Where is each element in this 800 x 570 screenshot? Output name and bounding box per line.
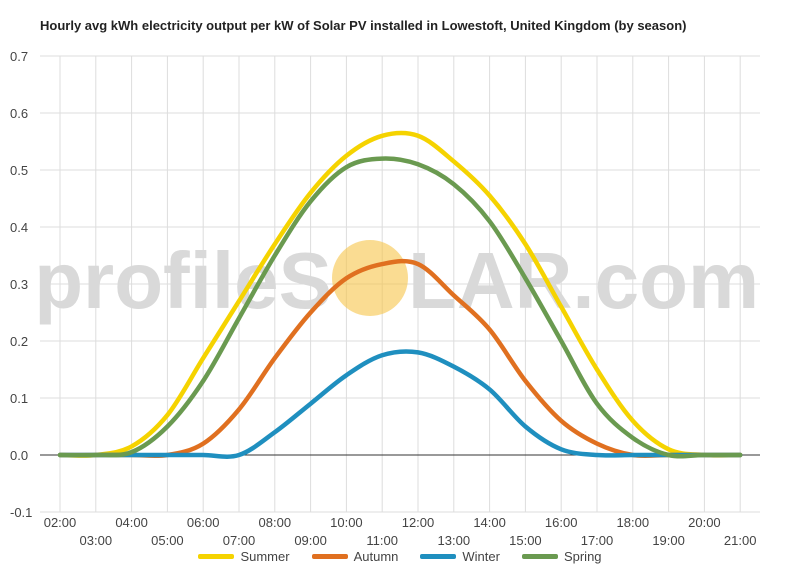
legend-item-autumn[interactable]: Autumn: [311, 549, 399, 564]
x-tick-label: 03:00: [80, 533, 113, 548]
y-tick-label: 0.3: [10, 277, 28, 292]
watermark: profileS LAR.com: [34, 236, 759, 325]
series-line-spring: [57, 156, 743, 459]
x-tick-label: 04:00: [115, 515, 148, 530]
legend-swatch: [311, 554, 348, 559]
watermark-sun-icon: [332, 240, 408, 316]
y-tick-label: 0.2: [10, 334, 28, 349]
legend-label: Winter: [462, 549, 500, 564]
watermark-text-left: profileS: [34, 236, 332, 325]
legend-swatch: [420, 554, 457, 559]
y-tick-label: -0.1: [10, 505, 32, 520]
x-tick-label: 14:00: [473, 515, 506, 530]
x-tick-label: 17:00: [581, 533, 614, 548]
legend-label: Autumn: [353, 549, 399, 564]
watermark-text-right: LAR.com: [408, 236, 759, 325]
x-tick-label: 05:00: [151, 533, 184, 548]
x-tick-label: 21:00: [724, 533, 757, 548]
series-line-winter: [57, 349, 743, 459]
legend: Summer Autumn Winter Spring: [0, 549, 800, 564]
y-tick-label: 0.1: [10, 391, 28, 406]
chart-title: Hourly avg kWh electricity output per kW…: [40, 18, 687, 33]
x-tick-label: 20:00: [688, 515, 721, 530]
legend-item-winter[interactable]: Winter: [420, 549, 500, 564]
x-tick-label: 19:00: [652, 533, 685, 548]
series-lines: [57, 130, 743, 459]
x-tick-label: 12:00: [402, 515, 435, 530]
x-tick-label: 16:00: [545, 515, 578, 530]
x-tick-label: 11:00: [366, 533, 398, 548]
y-tick-label: 0.0: [10, 448, 28, 463]
series-line-summer: [57, 130, 743, 458]
y-tick-label: 0.4: [10, 220, 28, 235]
x-tick-label: 10:00: [330, 515, 363, 530]
legend-item-summer[interactable]: Summer: [198, 549, 290, 564]
x-tick-label: 18:00: [617, 515, 650, 530]
axes: -0.1 0.0 0.1 0.2 0.3 0.4 0.5 0.6 0.7 02:0003:0004…: [10, 49, 760, 548]
x-tick-label: 15:00: [509, 533, 542, 548]
x-tick-label: 06:00: [187, 515, 220, 530]
x-tick-label: 09:00: [294, 533, 327, 548]
y-tick-label: 0.7: [10, 49, 28, 64]
x-tick-label: 13:00: [438, 533, 471, 548]
legend-swatch: [521, 554, 558, 559]
x-tick-label: 08:00: [259, 515, 292, 530]
x-tick-label: 07:00: [223, 533, 256, 548]
y-tick-label: 0.6: [10, 106, 28, 121]
legend-swatch: [198, 554, 235, 559]
legend-item-spring[interactable]: Spring: [521, 549, 602, 564]
legend-label: Spring: [563, 549, 602, 564]
y-tick-label: 0.5: [10, 163, 28, 178]
legend-label: Summer: [240, 549, 290, 564]
x-tick-label: 02:00: [44, 515, 77, 530]
